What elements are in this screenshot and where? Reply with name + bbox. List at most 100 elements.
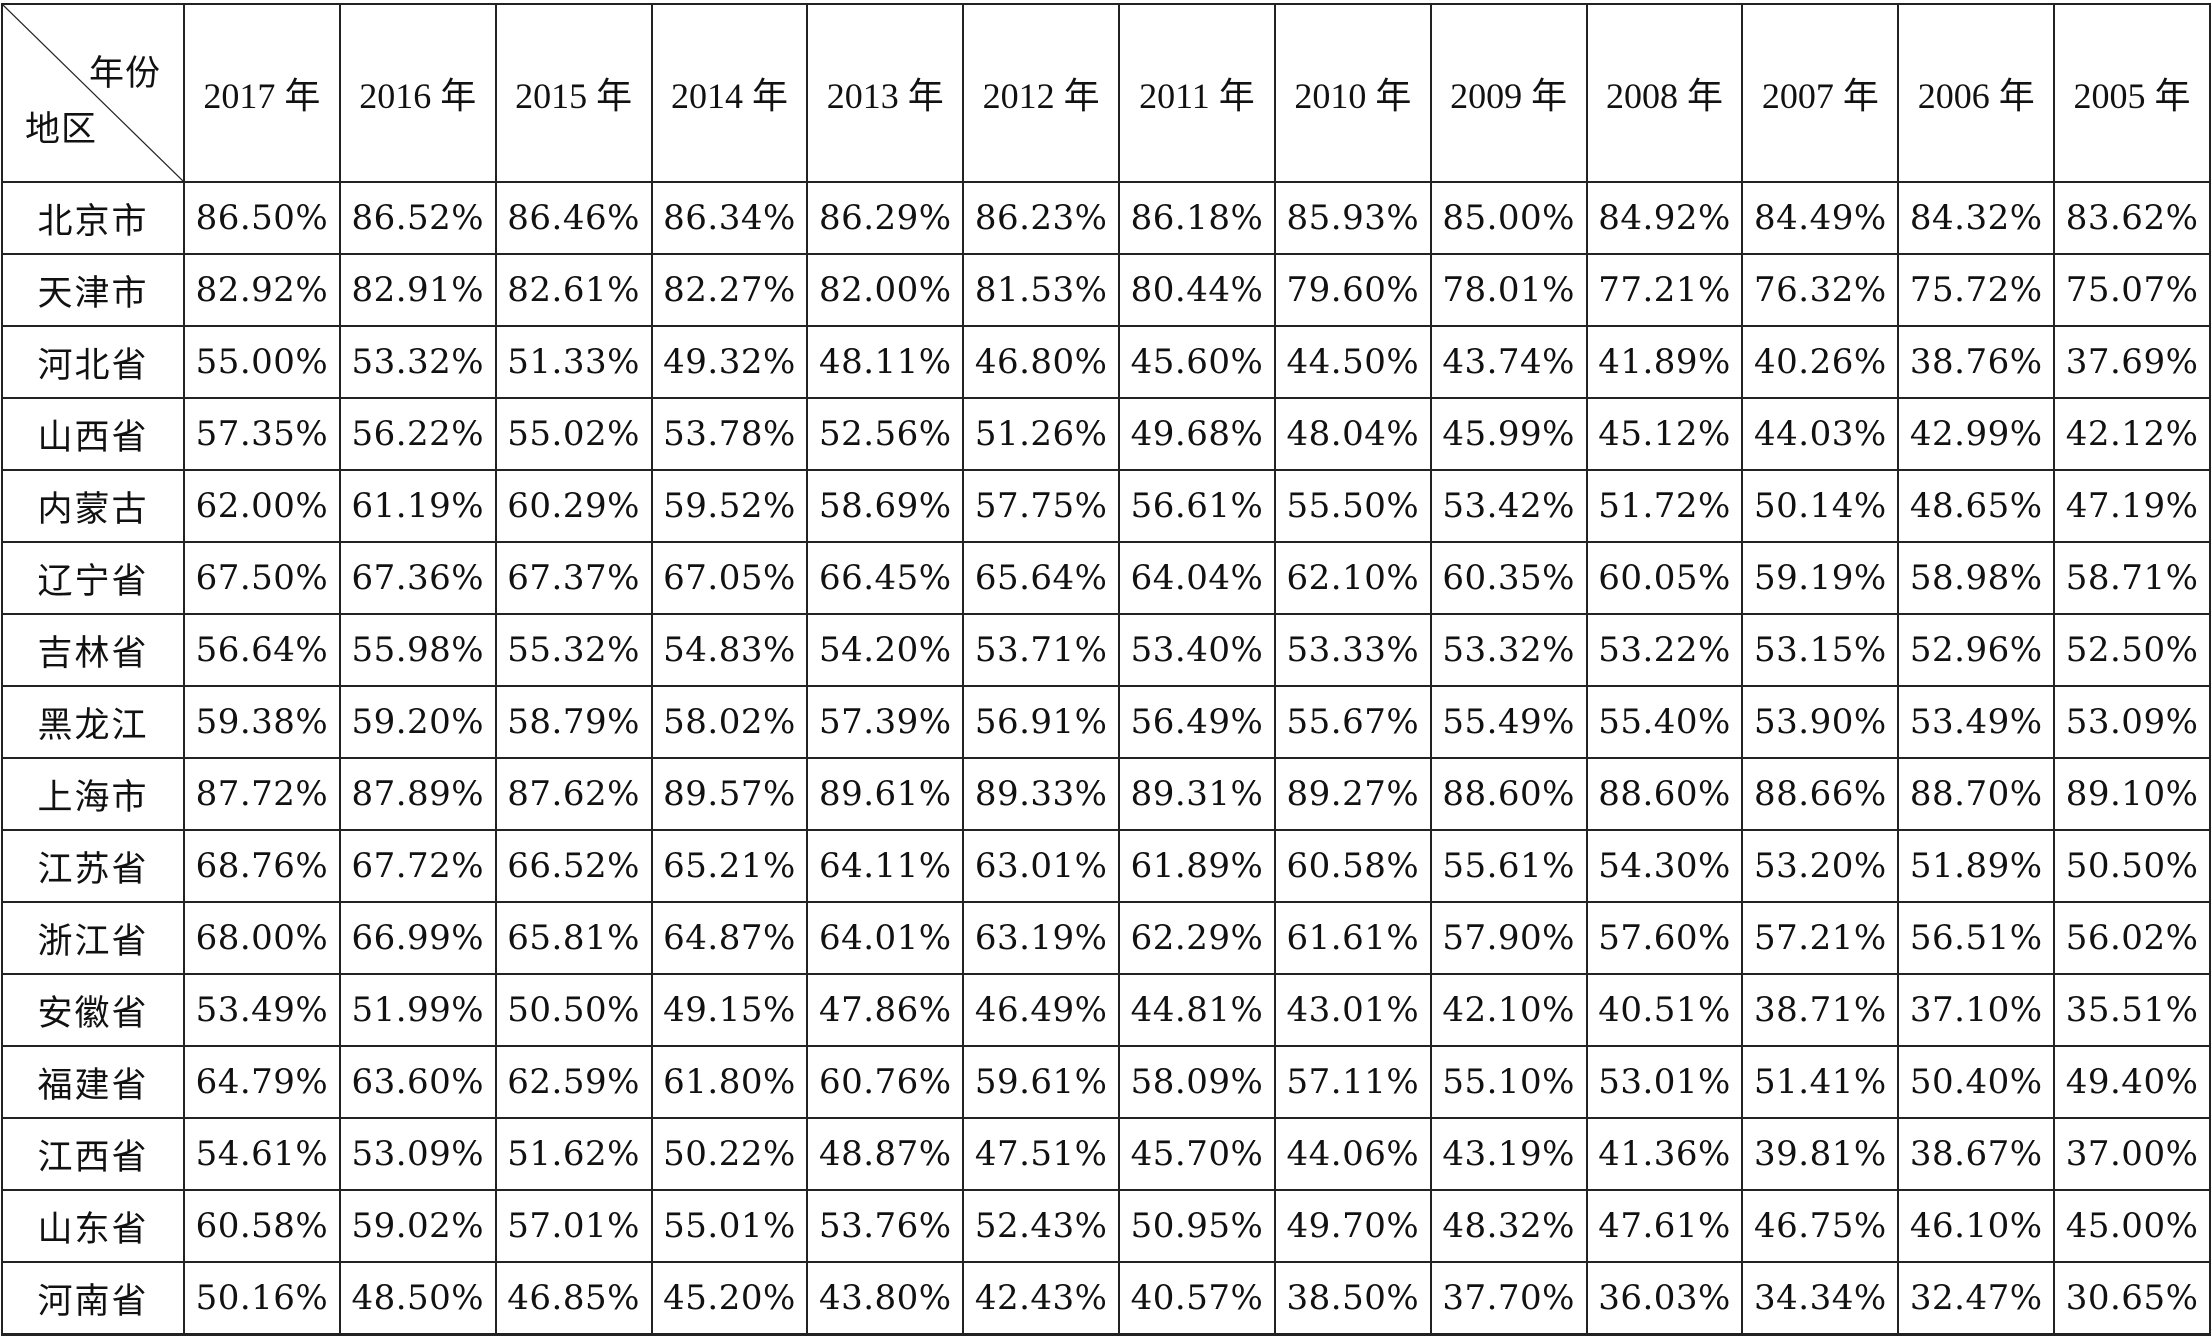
rate-cell: 75.07% [2053, 253, 2211, 327]
rate-cell: 51.62% [494, 1117, 653, 1191]
year-header: 2016 年 [338, 3, 497, 183]
region-cell: 吉林省 [1, 613, 185, 687]
rate-cell: 54.20% [806, 613, 965, 687]
rate-cell: 65.21% [650, 829, 809, 903]
rate-cell: 43.80% [806, 1261, 965, 1336]
rate-cell: 32.47% [1897, 1261, 2056, 1336]
year-header: 2007 年 [1741, 3, 1900, 183]
rate-cell: 50.50% [494, 973, 653, 1047]
year-header: 2011 年 [1118, 3, 1276, 183]
rate-cell: 46.80% [962, 325, 1121, 399]
rate-cell: 46.10% [1897, 1189, 2056, 1263]
region-cell: 安徽省 [1, 973, 185, 1047]
rate-cell: 61.61% [1273, 901, 1432, 975]
rate-cell: 41.89% [1585, 325, 1744, 399]
rate-cell: 53.22% [1585, 613, 1744, 687]
rate-cell: 50.22% [650, 1117, 809, 1191]
rate-cell: 89.31% [1118, 757, 1276, 831]
rate-cell: 53.90% [1741, 685, 1900, 759]
rate-cell: 84.49% [1741, 181, 1900, 255]
rate-cell: 55.32% [494, 613, 653, 687]
rate-cell: 77.21% [1585, 253, 1744, 327]
rate-cell: 53.42% [1429, 469, 1588, 543]
header-row: 年份 地区 2017 年 2016 年 2015 年 2014 年 2013 年 2012… [1, 3, 2211, 183]
rate-cell: 53.32% [338, 325, 497, 399]
rate-cell: 47.19% [2053, 469, 2211, 543]
rate-cell: 62.10% [1273, 541, 1432, 615]
year-header: 2015 年 [494, 3, 653, 183]
rate-cell: 40.51% [1585, 973, 1744, 1047]
rate-cell: 52.56% [806, 397, 965, 471]
rate-cell: 89.27% [1273, 757, 1432, 831]
rate-cell: 56.02% [2053, 901, 2211, 975]
rate-cell: 42.99% [1897, 397, 2056, 471]
rate-cell: 66.52% [494, 829, 653, 903]
rate-cell: 55.49% [1429, 685, 1588, 759]
table-row: 安徽省 53.49% 51.99% 50.50% 49.15% 47.86% 46.49% 4… [1, 973, 2211, 1047]
rate-cell: 54.83% [650, 613, 809, 687]
rate-cell: 67.50% [183, 541, 341, 615]
table-row: 内蒙古 62.00% 61.19% 60.29% 59.52% 58.69% 57.75% 5… [1, 469, 2211, 543]
region-cell: 北京市 [1, 181, 185, 255]
rate-cell: 55.98% [338, 613, 497, 687]
rate-cell: 55.40% [1585, 685, 1744, 759]
rate-cell: 52.96% [1897, 613, 2056, 687]
rate-cell: 82.91% [338, 253, 497, 327]
table-row: 河南省 50.16% 48.50% 46.85% 45.20% 43.80% 42.43% 4… [1, 1261, 2211, 1336]
rate-cell: 56.49% [1118, 685, 1276, 759]
rate-cell: 46.85% [494, 1261, 653, 1336]
rate-cell: 58.69% [806, 469, 965, 543]
rate-cell: 37.69% [2053, 325, 2211, 399]
rate-cell: 60.58% [1273, 829, 1432, 903]
rate-cell: 44.06% [1273, 1117, 1432, 1191]
urbanization-rate-table: 年份 地区 2017 年 2016 年 2015 年 2014 年 2013 年 2012… [1, 3, 2211, 1336]
rate-cell: 86.46% [494, 181, 653, 255]
year-header: 2010 年 [1273, 3, 1432, 183]
rate-cell: 48.87% [806, 1117, 965, 1191]
rate-cell: 81.53% [962, 253, 1121, 327]
rate-cell: 79.60% [1273, 253, 1432, 327]
rate-cell: 63.60% [338, 1045, 497, 1119]
rate-cell: 45.12% [1585, 397, 1744, 471]
rate-cell: 54.61% [183, 1117, 341, 1191]
region-cell: 山东省 [1, 1189, 185, 1263]
row-axis-label: 地区 [25, 110, 98, 149]
rate-cell: 82.00% [806, 253, 965, 327]
rate-cell: 56.91% [962, 685, 1121, 759]
rate-cell: 88.66% [1741, 757, 1900, 831]
table-row: 北京市 86.50% 86.52% 86.46% 86.34% 86.29% 86.23% 8… [1, 181, 2211, 255]
rate-cell: 42.10% [1429, 973, 1588, 1047]
rate-cell: 62.59% [494, 1045, 653, 1119]
year-header: 2012 年 [962, 3, 1121, 183]
rate-cell: 55.67% [1273, 685, 1432, 759]
table-body: 北京市 86.50% 86.52% 86.46% 86.34% 86.29% 86.23% 8… [1, 181, 2211, 1336]
rate-cell: 85.93% [1273, 181, 1432, 255]
rate-cell: 57.01% [494, 1189, 653, 1263]
rate-cell: 87.72% [183, 757, 341, 831]
rate-cell: 64.01% [806, 901, 965, 975]
rate-cell: 53.49% [1897, 685, 2056, 759]
rate-cell: 67.05% [650, 541, 809, 615]
year-header: 2014 年 [650, 3, 809, 183]
rate-cell: 44.81% [1118, 973, 1276, 1047]
rate-cell: 58.98% [1897, 541, 2056, 615]
rate-cell: 59.61% [962, 1045, 1121, 1119]
rate-cell: 86.29% [806, 181, 965, 255]
rate-cell: 62.29% [1118, 901, 1276, 975]
rate-cell: 64.11% [806, 829, 965, 903]
rate-cell: 53.71% [962, 613, 1121, 687]
rate-cell: 49.32% [650, 325, 809, 399]
rate-cell: 82.92% [183, 253, 341, 327]
table-row: 山西省 57.35% 56.22% 55.02% 53.78% 52.56% 51.26% 4… [1, 397, 2211, 471]
rate-cell: 51.26% [962, 397, 1121, 471]
rate-cell: 60.58% [183, 1189, 341, 1263]
rate-cell: 50.95% [1118, 1189, 1276, 1263]
rate-cell: 65.64% [962, 541, 1121, 615]
column-axis-label: 年份 [88, 54, 161, 93]
rate-cell: 59.52% [650, 469, 809, 543]
rate-cell: 85.00% [1429, 181, 1588, 255]
region-cell: 内蒙古 [1, 469, 185, 543]
rate-cell: 86.50% [183, 181, 341, 255]
rate-cell: 48.65% [1897, 469, 2056, 543]
rate-cell: 65.81% [494, 901, 653, 975]
